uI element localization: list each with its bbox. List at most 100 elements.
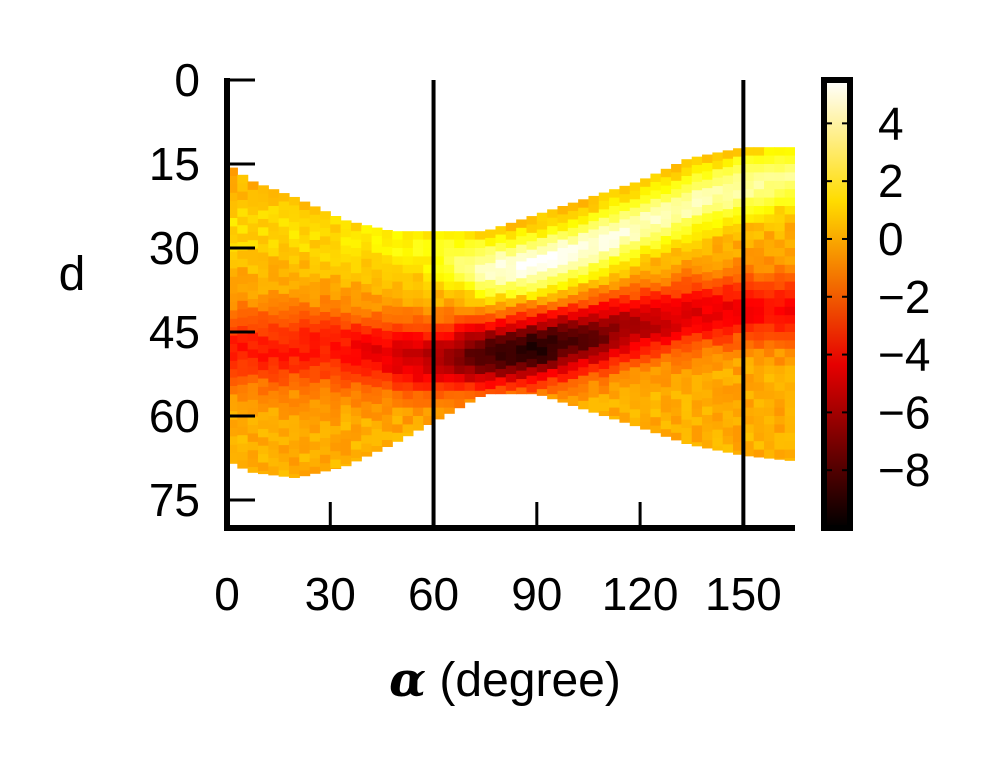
heatmap-cell	[464, 357, 476, 367]
heatmap-cell	[237, 267, 249, 277]
heatmap-cell	[340, 380, 352, 389]
heatmap-cell	[299, 294, 311, 303]
heatmap-cell	[495, 318, 507, 328]
heatmap-cell	[536, 296, 548, 306]
heatmap-cell	[330, 409, 342, 419]
heatmap-cell	[474, 365, 486, 375]
heatmap-cell	[237, 300, 249, 310]
heatmap-cell	[288, 196, 300, 206]
heatmap-cell	[299, 310, 311, 320]
heatmap-cell	[268, 239, 280, 249]
heatmap-cell	[650, 350, 662, 359]
heatmap-cell	[278, 403, 290, 413]
heatmap-cell	[247, 257, 259, 267]
heatmap-cell	[505, 222, 517, 232]
heatmap-cell	[733, 148, 744, 158]
heatmap-cell	[227, 318, 238, 328]
heatmap-cell	[567, 278, 579, 288]
heatmap-cell	[350, 256, 362, 266]
heatmap-cell	[433, 248, 445, 257]
heatmap-cell	[712, 421, 724, 431]
heatmap-cell	[278, 310, 290, 320]
heatmap-cell	[299, 243, 311, 253]
heatmap-cell	[567, 236, 579, 246]
heatmap-cell	[702, 423, 713, 433]
heatmap-cell	[619, 362, 631, 372]
heatmap-cell	[340, 262, 352, 272]
heatmap-cell	[350, 382, 362, 392]
heatmap-cell	[598, 343, 610, 353]
heatmap-cell	[454, 290, 466, 299]
heatmap-cell	[257, 235, 269, 245]
heatmap-cell	[299, 226, 311, 236]
heatmap-cell	[671, 256, 682, 266]
heatmap-cell	[774, 374, 786, 383]
heatmap-cell	[547, 326, 559, 336]
heatmap-cell	[381, 423, 393, 433]
heatmap-cell	[423, 298, 435, 308]
heatmap-cell	[288, 314, 300, 324]
heatmap-cell	[588, 321, 600, 331]
heatmap-cell	[361, 258, 373, 268]
heatmap-cell	[733, 156, 744, 166]
heatmap-cell	[619, 227, 631, 237]
heatmap-cell	[733, 425, 744, 435]
heatmap-cell	[578, 316, 590, 326]
heatmap-cell	[340, 254, 352, 263]
heatmap-cell	[350, 273, 362, 283]
heatmap-cell	[288, 364, 300, 374]
heatmap-cell	[381, 230, 393, 239]
heatmap-cell	[702, 398, 713, 408]
heatmap-cell	[743, 357, 755, 367]
heatmap-cell	[536, 237, 548, 247]
heatmap-cell	[784, 248, 795, 257]
heatmap-cell	[712, 286, 724, 296]
heatmap-cell	[733, 366, 744, 376]
heatmap-cell	[268, 206, 280, 215]
heatmap-cell	[485, 313, 497, 323]
heatmap-cell	[257, 210, 269, 220]
heatmap-cell	[660, 311, 672, 321]
heatmap-cell	[340, 464, 352, 467]
heatmap-cell	[774, 281, 786, 291]
heatmap-cell	[237, 376, 249, 386]
heatmap-cell	[774, 172, 786, 182]
heatmap-cell	[268, 357, 280, 367]
heatmap-cell	[784, 399, 795, 409]
heatmap-cell	[433, 256, 445, 266]
heatmap-cell	[288, 322, 300, 332]
heatmap-cell	[237, 225, 249, 235]
heatmap-cell	[691, 408, 703, 418]
heatmap-cell	[609, 315, 621, 325]
heatmap-cell	[350, 357, 362, 367]
heatmap-cell	[392, 424, 404, 434]
heatmap-cell	[288, 247, 300, 257]
heatmap-cell	[764, 416, 775, 425]
heatmap-cell	[257, 227, 269, 237]
heatmap-cell	[557, 264, 569, 274]
heatmap-cell	[433, 348, 445, 358]
heatmap-cell	[660, 303, 672, 313]
heatmap-cell	[619, 286, 631, 296]
heatmap-cell	[412, 298, 424, 308]
heatmap-cell	[660, 412, 672, 422]
heatmap-cell	[619, 379, 631, 389]
heatmap-cell	[629, 190, 641, 200]
heatmap-cell	[247, 332, 259, 342]
heatmap-cell	[392, 399, 404, 409]
heatmap-cell	[330, 300, 342, 309]
heatmap-cell	[299, 327, 311, 337]
heatmap-cell	[402, 256, 414, 266]
heatmap-cell	[361, 275, 373, 285]
heatmap-cell	[402, 264, 414, 274]
heatmap-cell	[547, 259, 559, 269]
heatmap-cell	[764, 449, 775, 459]
heatmap-cell	[227, 176, 238, 185]
heatmap-cell	[691, 324, 703, 334]
heatmap-cell	[640, 388, 652, 398]
heatmap-cell	[743, 180, 755, 190]
heatmap-cell	[681, 184, 693, 194]
heatmap-cell	[454, 340, 466, 350]
heatmap-cell	[371, 437, 383, 447]
heatmap-cell	[433, 306, 445, 316]
